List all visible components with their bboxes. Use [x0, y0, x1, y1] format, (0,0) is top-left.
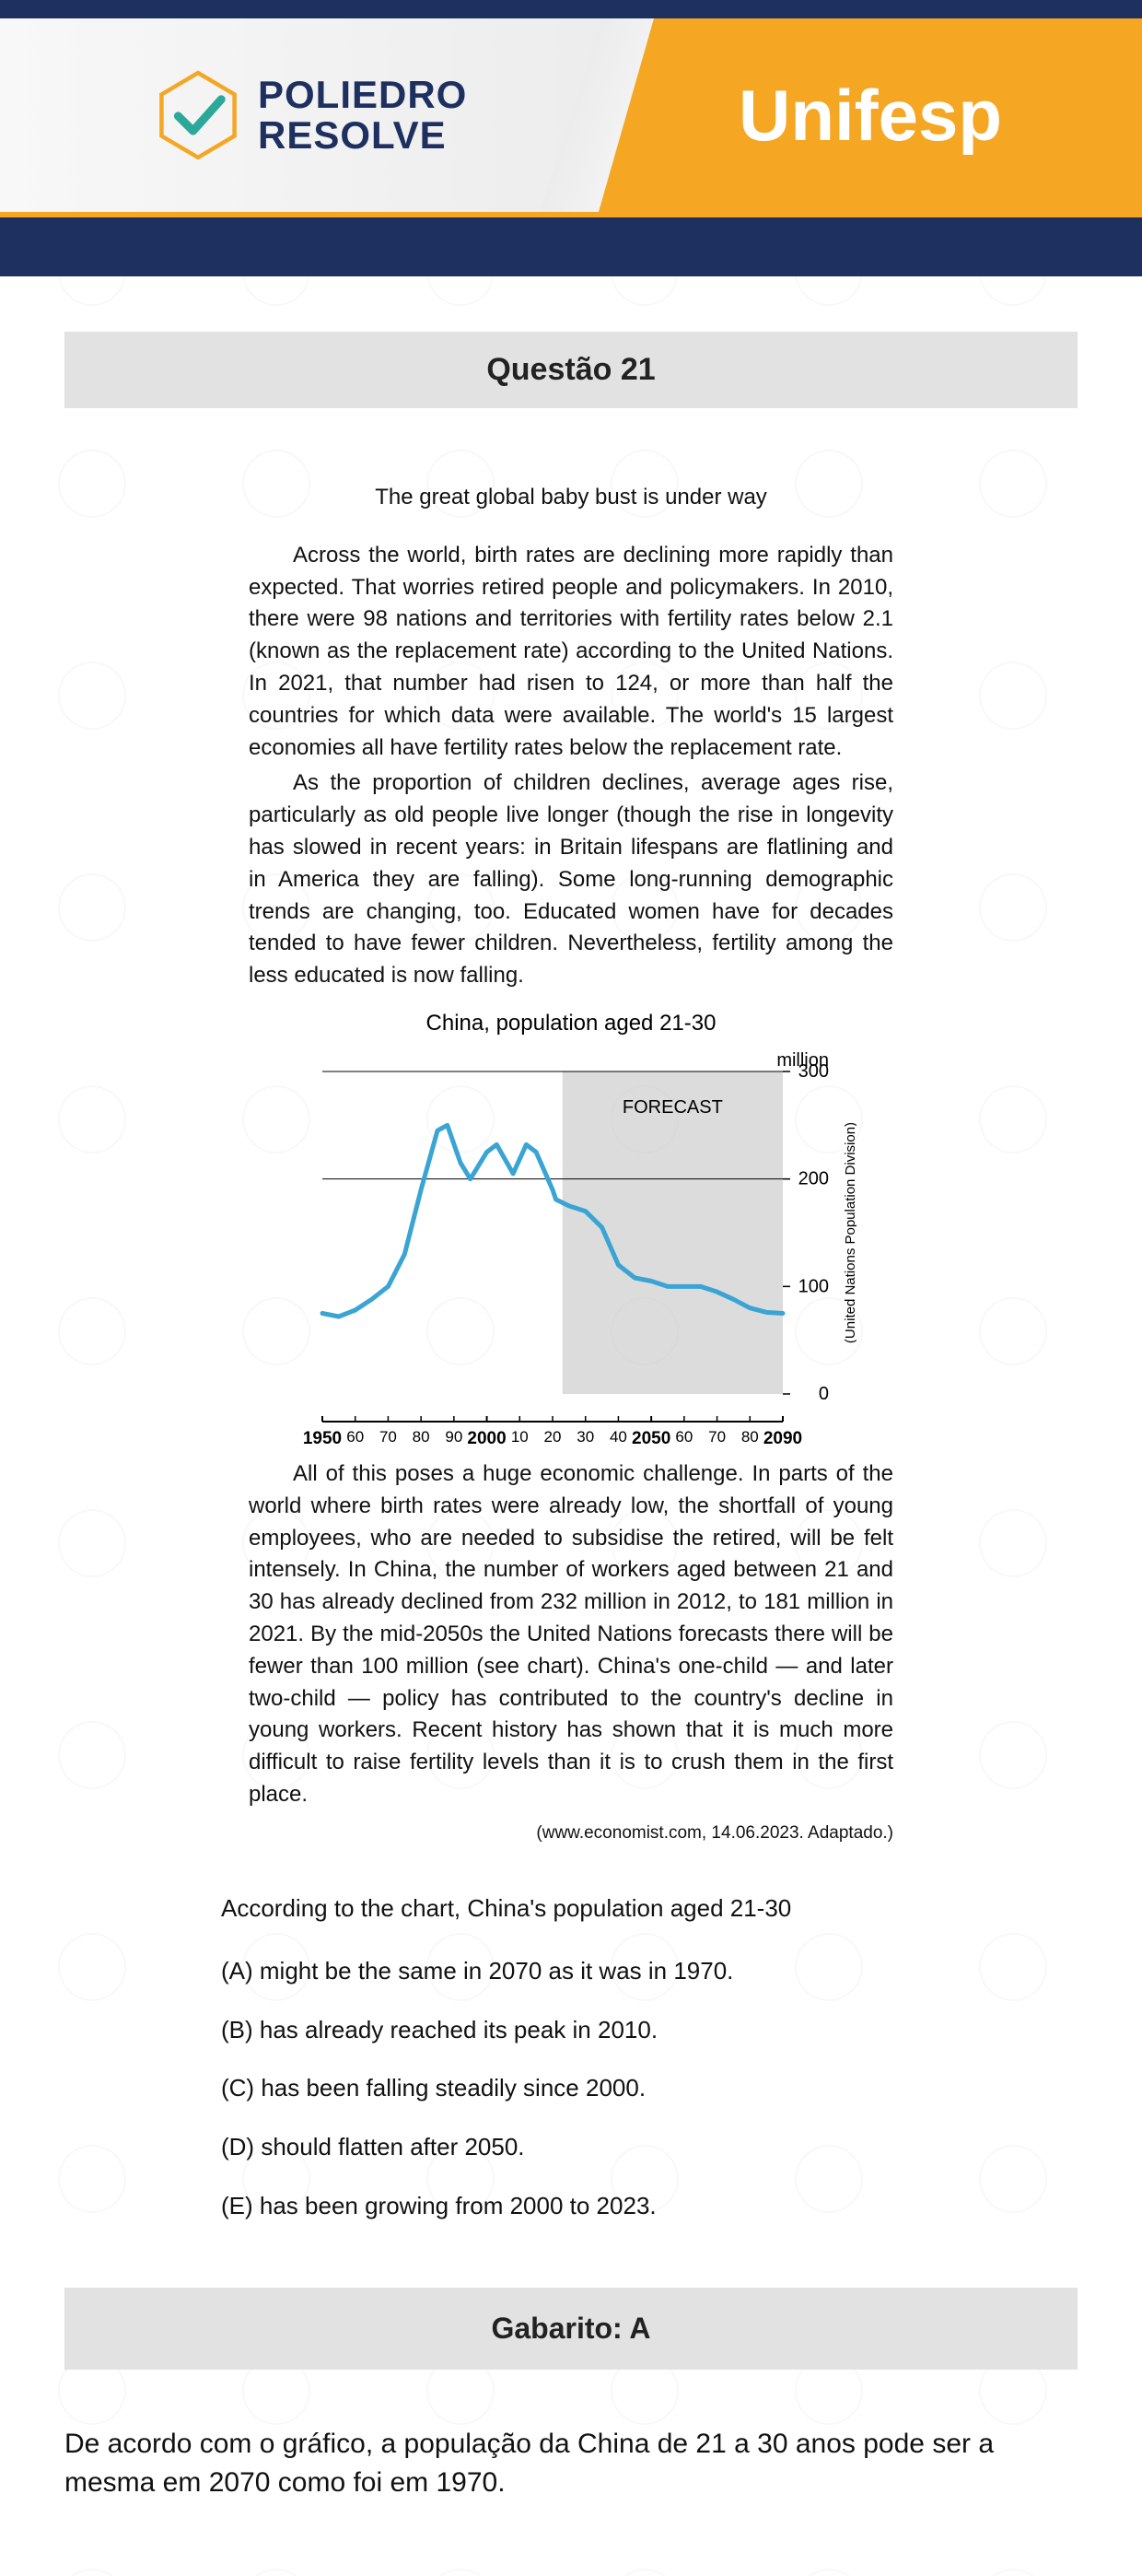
svg-text:80: 80 — [741, 1428, 759, 1446]
content-area: Questão 21 The great global baby bust is… — [0, 276, 1142, 2576]
brand-line2: RESOLVE — [258, 115, 467, 156]
chart-container: China, population aged 21-30 million0100… — [249, 1011, 893, 1449]
option-b: (B) has already reached its peak in 2010… — [221, 2013, 921, 2048]
options-list: (A) might be the same in 2070 as it was … — [221, 1954, 921, 2223]
paragraph-2: As the proportion of children declines, … — [249, 767, 893, 992]
brand-area: POLIEDRO RESOLVE — [0, 18, 626, 212]
svg-text:20: 20 — [544, 1428, 562, 1446]
brand-hex-icon — [157, 69, 239, 161]
svg-text:2000: 2000 — [467, 1429, 506, 1448]
svg-text:60: 60 — [675, 1428, 693, 1446]
answer-explanation: De acordo com o gráfico, a população da … — [64, 2425, 1078, 2502]
svg-text:(United Nations Population Div: (United Nations Population Division) — [843, 1122, 856, 1343]
svg-text:30: 30 — [577, 1428, 594, 1446]
svg-text:80: 80 — [413, 1428, 430, 1446]
option-a: (A) might be the same in 2070 as it was … — [221, 1954, 921, 1989]
svg-text:70: 70 — [379, 1428, 397, 1446]
paragraph-1: Across the world, birth rates are declin… — [249, 540, 893, 765]
svg-text:40: 40 — [610, 1428, 627, 1446]
svg-text:2050: 2050 — [632, 1429, 670, 1448]
question-title: Questão 21 — [64, 332, 1078, 408]
source-citation: (www.economist.com, 14.06.2023. Adaptado… — [249, 1821, 893, 1846]
option-c: (C) has been falling steadily since 2000… — [221, 2071, 921, 2106]
svg-text:100: 100 — [798, 1276, 829, 1296]
svg-text:300: 300 — [798, 1061, 829, 1082]
svg-text:2090: 2090 — [763, 1429, 802, 1448]
question-stem: According to the chart, China's populati… — [221, 1891, 921, 1926]
svg-text:200: 200 — [798, 1169, 829, 1189]
passage-title: The great global baby bust is under way — [249, 482, 893, 514]
university-name: Unifesp — [739, 74, 1002, 158]
svg-text:1950: 1950 — [303, 1429, 342, 1448]
brand-text: POLIEDRO RESOLVE — [258, 75, 467, 156]
svg-text:0: 0 — [819, 1384, 829, 1404]
chart-title: China, population aged 21-30 — [249, 1011, 893, 1036]
page-header: POLIEDRO RESOLVE Unifesp — [0, 0, 1142, 276]
option-d: (D) should flatten after 2050. — [221, 2130, 921, 2165]
svg-text:FORECAST: FORECAST — [623, 1097, 723, 1118]
svg-text:90: 90 — [445, 1428, 462, 1446]
university-banner: Unifesp — [599, 18, 1142, 212]
option-e: (E) has been growing from 2000 to 2023. — [221, 2189, 921, 2224]
answer-banner: Gabarito: A — [64, 2288, 1078, 2370]
paragraph-3: All of this poses a huge economic challe… — [249, 1458, 893, 1811]
population-chart: million0100200300FORECAST195020002050209… — [286, 1044, 856, 1449]
svg-text:60: 60 — [346, 1428, 364, 1446]
svg-text:10: 10 — [511, 1428, 529, 1446]
brand-line1: POLIEDRO — [258, 75, 467, 115]
svg-text:70: 70 — [708, 1428, 726, 1446]
